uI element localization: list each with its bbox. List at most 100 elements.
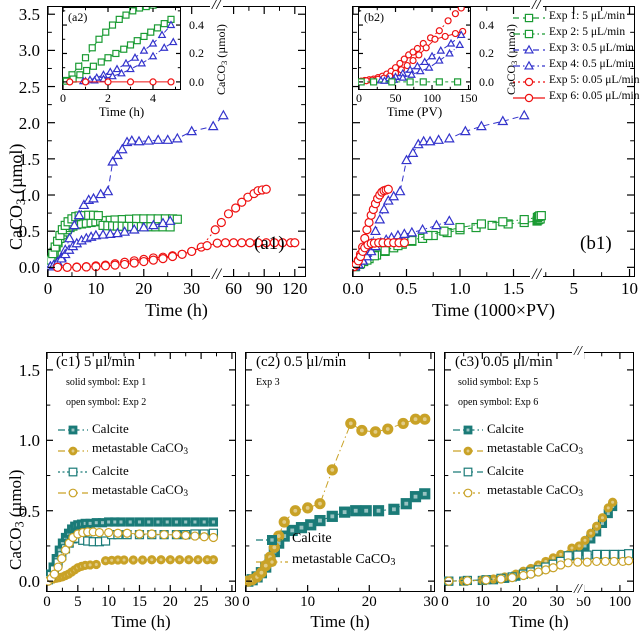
- legend-label: metastable CaCO3: [92, 440, 189, 458]
- b2-ytick-labels: 0.0 0.2 0.4: [473, 7, 505, 90]
- c3-note-solid: solid symbol: Exp 5: [458, 377, 539, 388]
- legend-marker-square-icon: [57, 465, 89, 477]
- tick-label: 2.0: [18, 113, 40, 133]
- legend-marker-square-icon: [255, 533, 289, 546]
- legend-marker-circle-icon: [452, 486, 484, 498]
- b2-panel-tag: (b2): [364, 10, 384, 24]
- c1-legend-item-3[interactable]: Calcite: [57, 460, 232, 481]
- legend-label: metastable CaCO3: [487, 440, 584, 458]
- tick-label: 0.2: [479, 46, 494, 61]
- tick-label: 120: [282, 279, 308, 298]
- c2-legend: Calcite metastable CaCO3: [255, 528, 435, 572]
- a1-axis-break-bottom: //: [210, 266, 223, 284]
- legend-label: Exp 3: 0.5 μL/min: [549, 42, 634, 55]
- a2-yaxis-label: CaCO3 (µmol): [214, 24, 229, 95]
- b2-xtick-labels: 0 50 100 150: [356, 91, 478, 105]
- c3-panel-tag: (c3) 0.05 μl/min: [455, 354, 553, 370]
- c1-xaxis-label: Time (h): [111, 612, 171, 631]
- legend-item-exp-3[interactable]: Exp 3: 0.5 μL/min: [512, 41, 640, 57]
- c1-xtick-labels: 0 5 10 15 20 25 30: [43, 594, 239, 612]
- legend-label: Exp 1: 5 μL/min: [549, 10, 626, 23]
- c1-legend: Calcite metastable CaCO3 Calcite metastable…: [57, 418, 232, 502]
- tick-label: 20: [162, 594, 178, 610]
- legend-marker-circle-icon: [512, 75, 546, 87]
- tick-label: 2.5: [18, 77, 40, 97]
- c3-legend-item-1[interactable]: Calcite: [452, 418, 637, 439]
- legend-label: metastable CaCO3: [487, 482, 584, 500]
- tick-label: 10: [621, 279, 639, 298]
- legend-item-exp-5[interactable]: Exp 5: 0.05 μL/min: [512, 73, 640, 89]
- tick-label: 0.5: [18, 222, 40, 242]
- c3-legend-item-3[interactable]: Calcite: [452, 460, 637, 481]
- tick-label: 20: [135, 279, 153, 298]
- a2-xtick-labels: 0 2 4: [60, 91, 181, 105]
- tick-label: 0: [43, 279, 53, 298]
- tick-label: 3.0: [18, 41, 40, 61]
- c3-legend-item-2[interactable]: metastable CaCO3: [452, 439, 637, 460]
- legend-marker-circle-icon: [57, 486, 89, 498]
- c3-legend: Calcite metastable CaCO3 Calcite metastable…: [452, 418, 637, 502]
- c2-xaxis-label: Time (h): [310, 612, 370, 631]
- legend-marker-square-icon: [512, 11, 546, 23]
- legend-item-exp-6[interactable]: Exp 6: 0.05 μL/min: [512, 89, 640, 105]
- legend-label: Calcite: [92, 421, 129, 436]
- legend-label: Calcite: [487, 421, 524, 436]
- tick-label: 30: [183, 279, 201, 298]
- legend-item-exp-2[interactable]: Exp 2: 5 μL/min: [512, 25, 640, 41]
- c3-xtick-labels: 0 10 20 30 50 100: [441, 594, 634, 612]
- b1-xaxis-label: Time (1000×PV): [431, 300, 555, 320]
- tick-label: 1.5: [18, 149, 40, 169]
- tick-label: 5: [569, 279, 578, 298]
- c3-legend-item-4[interactable]: metastable CaCO3: [452, 481, 637, 502]
- legend-marker-triangle-icon: [512, 59, 546, 71]
- tick-label: 25: [193, 594, 209, 610]
- tick-label: 30: [423, 594, 439, 610]
- tick-label: 50: [576, 594, 592, 610]
- tick-label: 0.0: [342, 279, 364, 298]
- c2-legend-item-2[interactable]: metastable CaCO3: [255, 550, 435, 572]
- tick-label: 0.5: [395, 279, 418, 298]
- c1-legend-item-4[interactable]: metastable CaCO3: [57, 481, 232, 502]
- b1-xtick-labels: 0.0 0.5 1.0 1.5 5 10: [342, 279, 638, 299]
- a1-yaxis-label: CaCO3 (µmol): [6, 143, 28, 250]
- tick-label: 15: [131, 594, 147, 610]
- b2-xaxis-label: Time (PV): [386, 104, 443, 119]
- a2-panel-tag: (a2): [68, 10, 88, 24]
- tick-label: 0.4: [189, 18, 204, 33]
- tick-label: 60: [225, 279, 243, 298]
- legend-label: metastable CaCO3: [292, 552, 396, 569]
- tick-label: 0: [356, 91, 362, 105]
- legend-label: Exp 6: 0.05 μL/min: [549, 90, 640, 103]
- panel-c2-plot: [245, 353, 434, 591]
- c1-legend-item-2[interactable]: metastable CaCO3: [57, 439, 232, 460]
- c1-legend-item-1[interactable]: Calcite: [57, 418, 232, 439]
- legend-item-exp-4[interactable]: Exp 4: 0.5 μL/min: [512, 57, 640, 73]
- c2-xtick-labels: 0 10 20 30: [242, 594, 438, 612]
- a1-axis-break: //: [210, 0, 223, 14]
- legend-marker-circle-icon: [255, 555, 289, 568]
- legend-item-exp-1[interactable]: Exp 1: 5 μL/min: [512, 9, 640, 25]
- tick-label: 4: [150, 91, 156, 105]
- a1-xtick-labels: 0 10 20 30 60 90 120: [44, 279, 308, 299]
- tick-label: 100: [423, 91, 442, 105]
- a1-panel-tag: (a1): [254, 233, 285, 254]
- panel-b2-plot: [358, 7, 470, 89]
- legend-marker-square-icon: [452, 423, 484, 435]
- tick-label: 90: [255, 279, 273, 298]
- panel-c1-plot: [46, 353, 235, 591]
- c2-legend-item-1[interactable]: Calcite: [255, 528, 435, 550]
- tick-label: 0: [43, 594, 51, 610]
- tick-label: 100: [608, 594, 632, 610]
- c2-note: Exp 3: [256, 377, 280, 388]
- legend-marker-square-icon: [57, 423, 89, 435]
- tick-label: 30: [549, 594, 565, 610]
- c3-note-open: open symbol: Exp 6: [458, 397, 539, 408]
- tick-label: 10: [474, 594, 490, 610]
- tick-label: 30: [224, 594, 240, 610]
- c3-axis-break: //: [572, 344, 584, 360]
- panel-a1-plot: [47, 7, 305, 276]
- c1-note-solid: solid symbol: Exp 1: [66, 377, 147, 388]
- c3-xaxis-label: Time (h): [509, 612, 569, 631]
- legend-marker-square-icon: [512, 27, 546, 39]
- tick-label: 0.2: [189, 46, 204, 61]
